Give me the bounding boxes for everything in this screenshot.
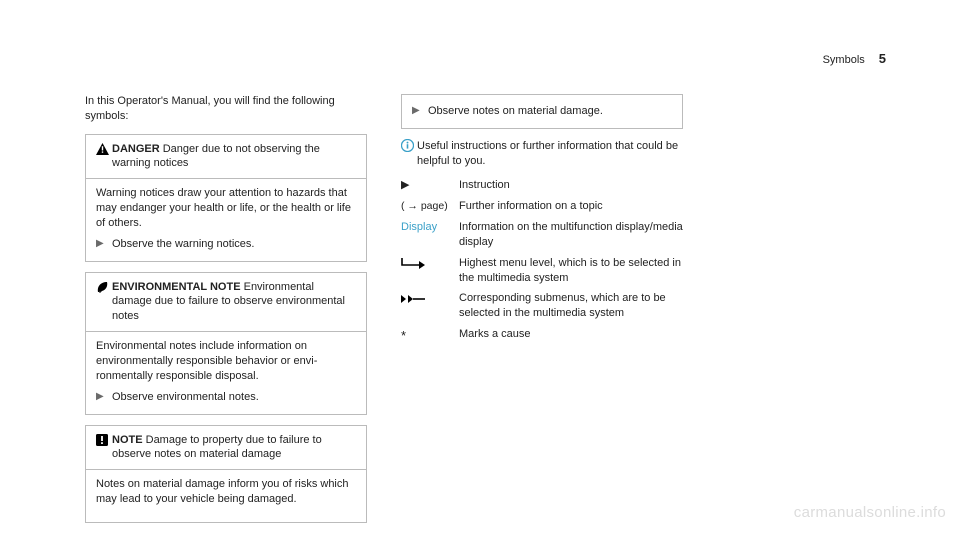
- env-title: ENVIRONMENTAL NOTE: [112, 281, 241, 293]
- action-arrow-icon: ▶: [96, 237, 112, 251]
- display-symbol: Display: [401, 220, 459, 235]
- column-right: ▶ Observe notes on material damage. Usef…: [401, 94, 683, 533]
- info-text: Useful instructions or further informati…: [417, 139, 683, 169]
- danger-box: DANGER Danger due to not observing the w…: [85, 134, 367, 262]
- note-head-rest: Damage to property due to failure to obs…: [112, 434, 322, 461]
- env-body-text: Environmental notes include information …: [96, 339, 356, 384]
- info-row: Useful instructions or further informati…: [401, 139, 683, 169]
- note-action-text: Observe notes on material damage.: [428, 104, 672, 119]
- legend-page-ref: ( → page) Further information on a topic: [401, 199, 683, 214]
- env-action: ▶ Observe environmental notes.: [96, 390, 356, 405]
- legend-instruction: ▶ Instruction: [401, 178, 683, 193]
- note-title: NOTE: [112, 434, 143, 446]
- danger-body-text: Warning notices draw your attention to h…: [96, 186, 356, 231]
- action-arrow-icon: ▶: [412, 104, 428, 118]
- legend-submenu: Corresponding submenus, which are to be …: [401, 291, 683, 321]
- note-action-box: ▶ Observe notes on material damage.: [401, 94, 683, 129]
- menu-top-desc: Highest menu level, which is to be selec…: [459, 256, 683, 286]
- watermark: carmanualsonline.info: [794, 503, 946, 523]
- environmental-box: ENVIRONMENTAL NOTE Environmental damage …: [85, 272, 367, 415]
- legend-display: Display Information on the multifunction…: [401, 220, 683, 250]
- environmental-box-head: ENVIRONMENTAL NOTE Environmental damage …: [86, 273, 366, 333]
- warning-triangle-icon: [96, 143, 112, 157]
- instruction-symbol: ▶: [401, 178, 459, 193]
- info-icon: [401, 139, 417, 156]
- danger-action: ▶ Observe the warning notices.: [96, 237, 356, 252]
- action-arrow-icon: ▶: [96, 390, 112, 404]
- note-box-head-text: NOTE Damage to property due to failure t…: [112, 433, 356, 463]
- columns: In this Operator's Manual, you will find…: [85, 94, 890, 533]
- legend-cause: * Marks a cause: [401, 327, 683, 345]
- column-left: In this Operator's Manual, you will find…: [85, 94, 367, 533]
- intro-text: In this Operator's Manual, you will find…: [85, 94, 367, 124]
- danger-box-head-text: DANGER Danger due to not observing the w…: [112, 142, 356, 172]
- note-box: NOTE Damage to property due to failure t…: [85, 425, 367, 523]
- page-header: Symbols 5: [85, 50, 890, 68]
- note-exclaim-icon: [96, 434, 112, 448]
- environmental-box-head-text: ENVIRONMENTAL NOTE Environmental damage …: [112, 280, 356, 325]
- danger-title: DANGER: [112, 143, 160, 155]
- display-desc: Information on the multifunction dis­pla…: [459, 220, 683, 250]
- danger-box-head: DANGER Danger due to not observing the w…: [86, 135, 366, 180]
- submenu-symbol: [401, 291, 459, 306]
- danger-action-text: Observe the warning notices.: [112, 237, 356, 252]
- note-box-body: Notes on material damage inform you of r…: [86, 470, 366, 522]
- note-box-head: NOTE Damage to property due to failure t…: [86, 426, 366, 471]
- env-action-text: Observe environmental notes.: [112, 390, 356, 405]
- instruction-desc: Instruction: [459, 178, 683, 193]
- submenu-desc: Corresponding submenus, which are to be …: [459, 291, 683, 321]
- note-action: ▶ Observe notes on material damage.: [412, 104, 672, 119]
- page-number: 5: [879, 51, 886, 66]
- leaf-icon: [96, 281, 112, 296]
- danger-box-body: Warning notices draw your attention to h…: [86, 179, 366, 260]
- page-ref-desc: Further information on a topic: [459, 199, 683, 214]
- legend-menu-top: Highest menu level, which is to be selec…: [401, 256, 683, 286]
- cause-symbol: *: [401, 327, 459, 345]
- note-body-text: Notes on material damage inform you of r…: [96, 477, 356, 507]
- page-ref-symbol: ( → page): [401, 199, 459, 213]
- note-action-body: ▶ Observe notes on material damage.: [402, 95, 682, 128]
- section-title: Symbols: [823, 54, 865, 66]
- page: Symbols 5 In this Operator's Manual, you …: [0, 0, 960, 533]
- cause-desc: Marks a cause: [459, 327, 683, 342]
- menu-top-symbol: [401, 256, 459, 271]
- environmental-box-body: Environmental notes include information …: [86, 332, 366, 413]
